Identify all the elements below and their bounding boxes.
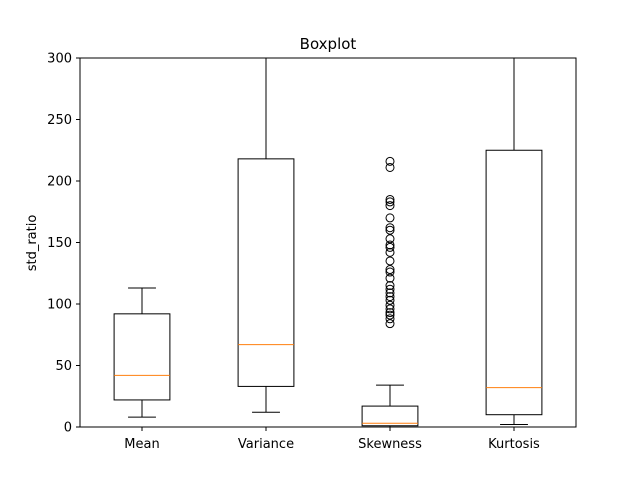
outlier-point — [385, 304, 395, 314]
y-tick-label: 150 — [47, 236, 72, 251]
outlier-point — [385, 223, 395, 233]
box-skewness — [361, 156, 419, 427]
y-tick-label: 0 — [64, 421, 72, 436]
y-tick-label: 50 — [55, 359, 72, 374]
iqr-box — [361, 405, 419, 427]
outlier-point — [385, 234, 395, 244]
outlier-point — [385, 295, 395, 305]
box-variance — [237, 58, 295, 413]
outlier-point — [385, 267, 395, 277]
iqr-box — [237, 158, 295, 387]
chart-title: Boxplot — [300, 35, 357, 53]
outlier-point — [385, 240, 395, 250]
outlier-point — [385, 194, 395, 204]
x-tick-label: Kurtosis — [488, 437, 540, 452]
outlier-point — [385, 162, 395, 172]
outlier-point — [385, 265, 395, 275]
outlier-point — [385, 197, 395, 207]
outlier-point — [385, 256, 395, 266]
outlier-point — [385, 213, 395, 223]
iqr-box — [485, 149, 543, 416]
plot-frame — [79, 57, 577, 428]
y-axis-title: std_ratio — [25, 215, 40, 272]
outlier-point — [385, 281, 395, 291]
y-tick-label: 300 — [47, 52, 72, 67]
x-tick-label: Mean — [124, 437, 159, 452]
outlier-point — [385, 310, 395, 320]
outlier-point — [385, 156, 395, 166]
box-kurtosis — [485, 58, 543, 426]
y-tick-label: 250 — [47, 113, 72, 128]
outlier-point — [385, 242, 395, 252]
outlier-point — [385, 201, 395, 211]
y-tick-label: 100 — [47, 298, 72, 313]
boxes-layer — [113, 58, 543, 427]
outlier-point — [385, 288, 395, 298]
x-tick-label: Skewness — [358, 437, 422, 452]
outlier-point — [385, 319, 395, 329]
outlier-point — [385, 300, 395, 310]
outlier-point — [385, 308, 395, 318]
outlier-point — [385, 273, 395, 283]
outlier-point — [385, 314, 395, 324]
outlier-point — [385, 284, 395, 294]
outlier-point — [385, 247, 395, 257]
iqr-box — [113, 313, 171, 401]
x-axis: Mean Variance Skewness Kurtosis — [124, 427, 540, 452]
outlier-point — [385, 225, 395, 235]
y-axis: 0 50 100 150 200 250 300 — [47, 52, 80, 436]
y-tick-label: 200 — [47, 175, 72, 190]
outlier-point — [385, 292, 395, 302]
x-tick-label: Variance — [238, 437, 294, 452]
box-mean — [113, 287, 171, 418]
